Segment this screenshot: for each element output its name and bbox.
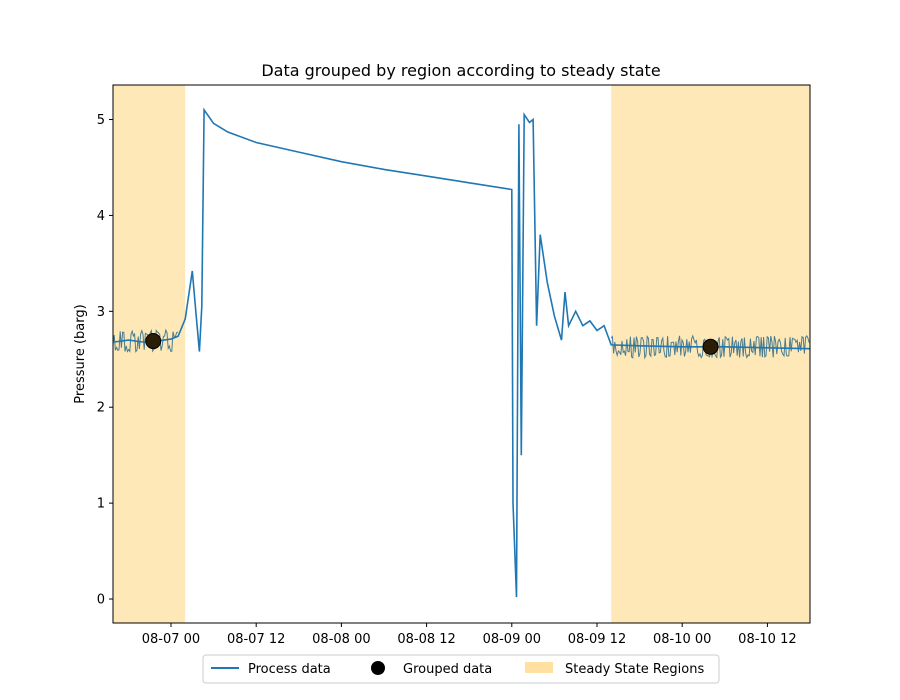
legend-process-label: Process data <box>248 662 331 677</box>
process-line <box>114 107 811 598</box>
x-tick-label-5: 08-09 12 <box>568 632 626 647</box>
x-tick-label-6: 08-10 00 <box>653 632 711 647</box>
y-axis-ticks: 0 1 2 3 4 5 <box>97 113 113 608</box>
x-tick-label-4: 08-09 00 <box>483 632 541 647</box>
legend: Process data Grouped data Steady State R… <box>202 654 720 684</box>
grouped-points <box>145 333 719 355</box>
plot-frame <box>112 84 811 624</box>
y-tick-label-4: 4 <box>97 209 105 224</box>
chart-title: Data grouped by region according to stea… <box>261 61 660 80</box>
legend-frame <box>202 654 720 684</box>
y-tick-label-0: 0 <box>97 593 105 608</box>
legend-dot-icon <box>371 661 385 675</box>
y-tick-label-5: 5 <box>97 113 105 128</box>
x-axis-ticks: 08-07 00 08-07 12 08-08 00 08-08 12 08-09 00… <box>142 623 797 647</box>
y-tick-label-2: 2 <box>97 401 105 416</box>
x-tick-label-1: 08-07 12 <box>227 632 285 647</box>
x-tick-label-3: 08-08 12 <box>397 632 455 647</box>
process-data-line <box>114 107 811 598</box>
steady-region-0 <box>113 85 186 623</box>
grouped-point-0 <box>145 333 162 350</box>
noise-band-left <box>112 328 179 353</box>
legend-region-icon <box>525 662 553 673</box>
legend-region-label: Steady State Regions <box>565 662 704 677</box>
x-tick-label-2: 08-08 00 <box>312 632 370 647</box>
x-tick-label-0: 08-07 00 <box>142 632 200 647</box>
legend-grouped-label: Grouped data <box>403 662 492 677</box>
y-tick-label-1: 1 <box>97 497 105 512</box>
grouped-point-1 <box>702 338 719 355</box>
y-axis-label: Pressure (barg) <box>73 304 88 403</box>
y-tick-label-3: 3 <box>97 305 105 320</box>
x-tick-label-7: 08-10 12 <box>738 632 796 647</box>
